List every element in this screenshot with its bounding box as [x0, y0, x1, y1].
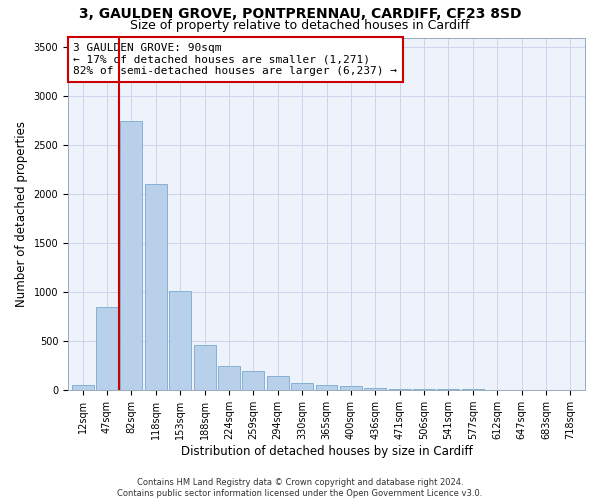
Bar [121, 120, 142, 390]
Bar [194, 344, 215, 390]
Bar [71, 385, 94, 390]
Bar [389, 388, 410, 390]
Bar [267, 376, 289, 390]
Text: 3, GAULDEN GROVE, PONTPRENNAU, CARDIFF, CF23 8SD: 3, GAULDEN GROVE, PONTPRENNAU, CARDIFF, … [79, 8, 521, 22]
Bar [413, 389, 435, 390]
Bar [291, 384, 313, 390]
Y-axis label: Number of detached properties: Number of detached properties [15, 120, 28, 306]
Text: Contains HM Land Registry data © Crown copyright and database right 2024.
Contai: Contains HM Land Registry data © Crown c… [118, 478, 482, 498]
Bar [169, 291, 191, 390]
Bar [96, 306, 118, 390]
Bar [340, 386, 362, 390]
Bar [218, 366, 240, 390]
X-axis label: Distribution of detached houses by size in Cardiff: Distribution of detached houses by size … [181, 444, 472, 458]
Text: Size of property relative to detached houses in Cardiff: Size of property relative to detached ho… [130, 18, 470, 32]
Bar [145, 184, 167, 390]
Text: 3 GAULDEN GROVE: 90sqm
← 17% of detached houses are smaller (1,271)
82% of semi-: 3 GAULDEN GROVE: 90sqm ← 17% of detached… [73, 43, 397, 76]
Bar [364, 388, 386, 390]
Bar [242, 370, 265, 390]
Bar [316, 385, 337, 390]
